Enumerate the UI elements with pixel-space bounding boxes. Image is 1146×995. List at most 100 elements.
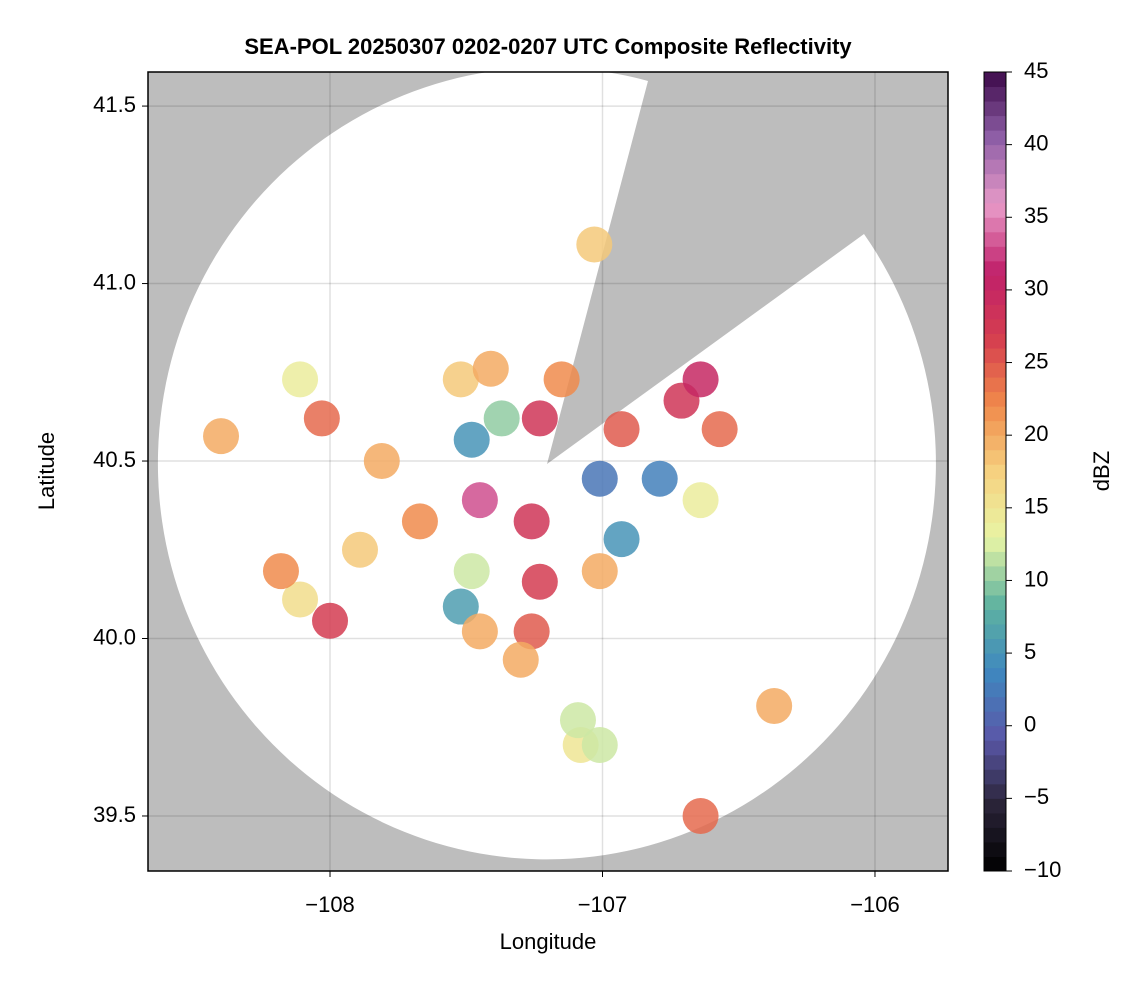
echo-cell	[312, 602, 349, 639]
echo-cell	[461, 613, 498, 650]
colorbar-band	[984, 493, 1006, 509]
echo-cell	[262, 553, 299, 590]
colorbar-tick-label: 35	[1024, 203, 1048, 228]
colorbar-tick-label: 15	[1024, 494, 1048, 519]
colorbar-band	[984, 391, 1006, 407]
colorbar-label: dBZ	[1089, 451, 1114, 491]
y-tick-label: 41.5	[93, 92, 136, 117]
echo-cell	[442, 361, 479, 398]
echoes	[203, 226, 793, 834]
colorbar-band	[984, 275, 1006, 291]
colorbar-band	[984, 711, 1006, 727]
colorbar-band	[984, 609, 1006, 625]
colorbar-band	[984, 217, 1006, 233]
colorbar-band	[984, 130, 1006, 146]
x-tick-label: −108	[305, 892, 355, 917]
echo-cell	[303, 400, 340, 437]
echo-cell	[543, 361, 580, 398]
colorbar-tick-label: −10	[1024, 857, 1061, 882]
colorbar-band	[984, 551, 1006, 567]
echo-cell	[363, 443, 400, 480]
colorbar-band	[984, 86, 1006, 102]
echo-cell	[682, 482, 719, 519]
echo-cell	[472, 350, 509, 387]
colorbar-tick-label: 40	[1024, 130, 1048, 155]
colorbar-band	[984, 478, 1006, 494]
echo-cell	[581, 726, 618, 763]
echo-cell	[341, 531, 378, 568]
colorbar-band	[984, 348, 1006, 364]
y-axis-label: Latitude	[34, 432, 59, 510]
colorbar-band	[984, 725, 1006, 741]
colorbar-tick-label: 0	[1024, 712, 1036, 737]
colorbar	[984, 72, 1006, 872]
echo-cell	[641, 460, 678, 497]
echo-cell	[513, 613, 550, 650]
colorbar-tick-label: 45	[1024, 58, 1048, 83]
colorbar-band	[984, 754, 1006, 770]
colorbar-tick-label: 10	[1024, 566, 1048, 591]
colorbar-band	[984, 653, 1006, 669]
colorbar-tick-label: −5	[1024, 784, 1049, 809]
x-tick-label: −106	[850, 892, 900, 917]
colorbar-band	[984, 333, 1006, 349]
colorbar-band	[984, 377, 1006, 393]
echo-cell	[581, 460, 618, 497]
echo-cell	[559, 702, 596, 739]
y-tick-label: 41.0	[93, 269, 136, 294]
echo-cell	[453, 421, 490, 458]
echo-cell	[203, 418, 240, 455]
echo-cell	[521, 563, 558, 600]
colorbar-band	[984, 740, 1006, 756]
colorbar-band	[984, 624, 1006, 640]
colorbar-band	[984, 565, 1006, 581]
colorbar-band	[984, 507, 1006, 523]
colorbar-band	[984, 536, 1006, 552]
colorbar-band	[984, 638, 1006, 654]
echo-cell	[282, 581, 319, 618]
colorbar-band	[984, 115, 1006, 131]
y-tick-label: 39.5	[93, 802, 136, 827]
echo-cell	[401, 503, 438, 540]
echo-cell	[453, 553, 490, 590]
colorbar-band	[984, 406, 1006, 422]
colorbar-band	[984, 856, 1006, 872]
colorbar-band	[984, 798, 1006, 814]
radar-coverage	[157, 72, 936, 860]
colorbar-frame	[983, 71, 1007, 872]
echo-cell	[576, 226, 613, 263]
colorbar-tick-label: 20	[1024, 421, 1048, 446]
y-tick-label: 40.0	[93, 624, 136, 649]
colorbar-band	[984, 522, 1006, 538]
echo-cell	[442, 588, 479, 625]
colorbar-band	[984, 173, 1006, 189]
colorbar-band	[984, 841, 1006, 857]
colorbar-band	[984, 231, 1006, 247]
colorbar-band	[984, 769, 1006, 785]
echo-cell	[603, 521, 640, 558]
colorbar-band	[984, 667, 1006, 683]
colorbar-band	[984, 304, 1006, 320]
colorbar-band	[984, 580, 1006, 596]
echo-cell	[461, 482, 498, 519]
colorbar-band	[984, 289, 1006, 305]
echo-cell	[502, 641, 539, 678]
colorbar-band	[984, 783, 1006, 799]
colorbar-band	[984, 812, 1006, 828]
echo-cell	[581, 553, 618, 590]
colorbar-band	[984, 202, 1006, 218]
chart-title: SEA-POL 20250307 0202-0207 UTC Composite…	[244, 34, 852, 59]
colorbar-band	[984, 464, 1006, 480]
colorbar-band	[984, 696, 1006, 712]
colorbar-band	[984, 449, 1006, 465]
x-tick-label: −107	[578, 892, 628, 917]
colorbar-band	[984, 420, 1006, 436]
y-tick-label: 40.5	[93, 447, 136, 472]
echo-cell	[682, 361, 719, 398]
colorbar-band	[984, 362, 1006, 378]
colorbar-band	[984, 318, 1006, 334]
colorbar-band	[984, 594, 1006, 611]
echo-cell	[483, 400, 520, 437]
